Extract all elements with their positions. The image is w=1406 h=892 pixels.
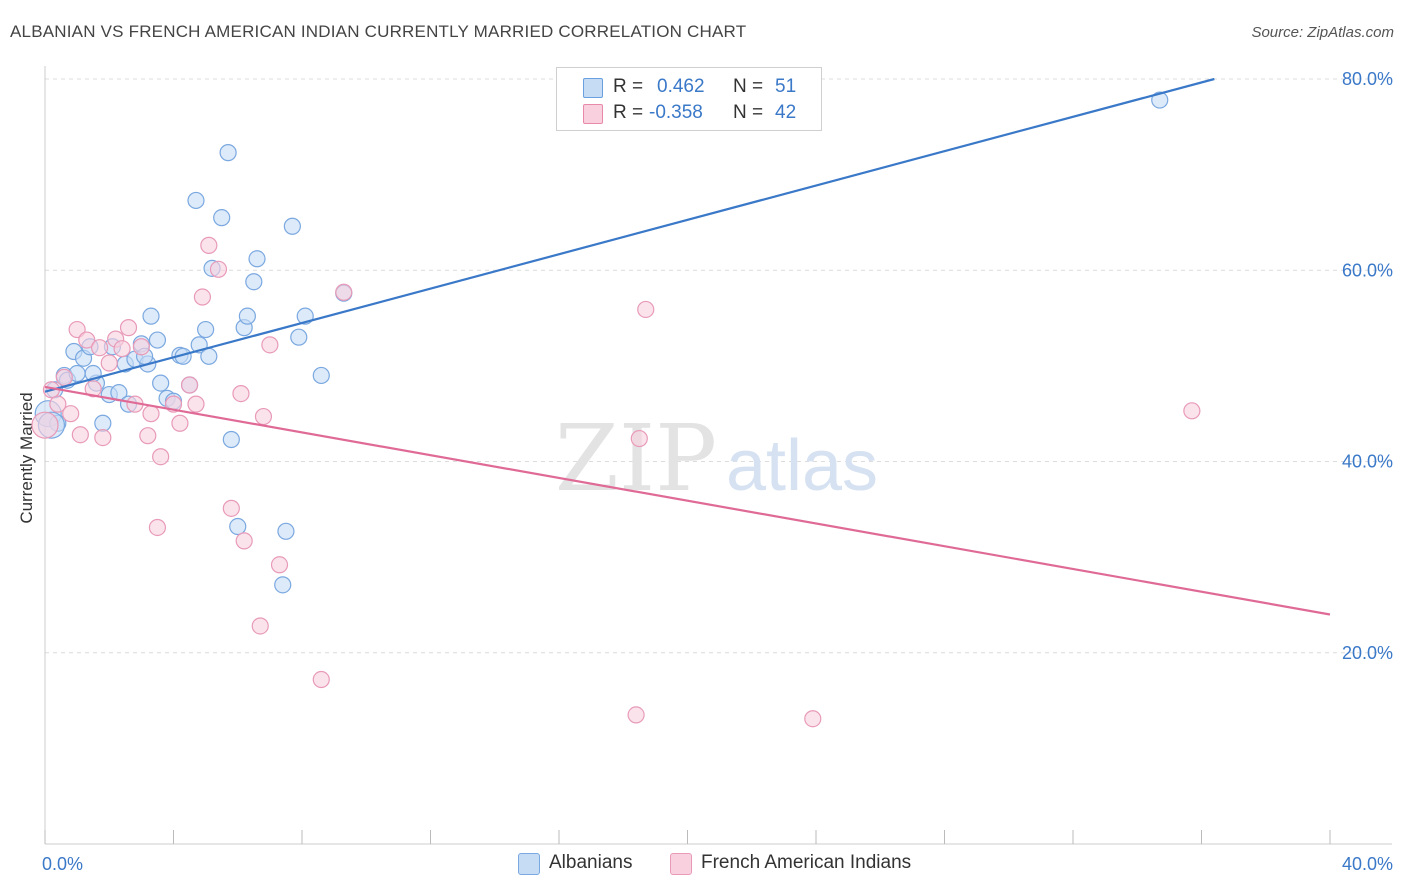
french-american-indians-point [68,320,86,339]
french-american-indians-point [804,710,822,728]
albanians-point [245,273,263,291]
french-american-indians-point [187,395,205,413]
x-tick-label: 40.0% [1342,854,1393,874]
albanians-point [238,307,256,325]
french-american-indians-point [1183,402,1201,420]
bottom-legend-swatch-albanians [518,853,540,875]
albanians-point [197,320,215,339]
y-tick-label: 60.0% [1342,260,1393,280]
french-american-indians-point [270,556,289,574]
y-tick-label: 40.0% [1342,452,1393,472]
bottom-legend-label-french-american-indians: French American Indians [701,852,912,873]
albanians-point [187,191,205,210]
albanians-point [213,209,231,227]
french-american-indians-point [180,376,199,394]
legend-r-label: R = [613,76,644,97]
french-american-indians-point [254,407,273,426]
albanians-point [152,374,170,392]
french-american-indians-point [55,368,73,386]
albanians-point [274,576,292,594]
legend-r-value-french-american-indians: -0.358 [649,102,703,123]
french-american-indians-point [119,319,138,337]
french-american-indians-point [91,339,109,357]
french-american-indians-point [235,532,253,550]
legend-r-label: R = [613,102,644,123]
legend-swatch-french-american-indians [583,104,603,124]
albanians-point [283,217,301,235]
french-american-indians-point [152,448,170,466]
albanians-point [248,250,266,268]
bottom-legend-swatch-french-american-indians [670,853,692,875]
albanians-point [222,430,240,449]
french-american-indians-point [335,283,353,301]
watermark-zip: ZIP [555,405,717,512]
french-american-indians-point [139,427,157,445]
albanians-point [312,366,330,385]
french-american-indians-point [209,260,228,278]
french-american-indians-point [94,428,112,447]
correlation-legend: R = 0.462 N = 51 R = -0.358 N = 42 [556,67,822,131]
legend-n-value-french-american-indians: 42 [775,102,797,123]
albanians-point [277,522,295,540]
french-american-indians-point [148,518,167,537]
french-american-indians-point [200,236,218,254]
legend-n-label: N = [733,102,764,123]
french-american-indians-point [261,336,279,354]
french-american-indians-point [251,617,269,635]
albanians-point [148,331,167,349]
french-american-indians-point [222,499,240,517]
source-label: Source: ZipAtlas.com [1251,24,1394,41]
chart-title: ALBANIAN VS FRENCH AMERICAN INDIAN CURRE… [10,22,747,41]
albanians-point [290,328,308,346]
french-american-indians-point [132,338,150,356]
french-american-indians-point [62,405,80,423]
french-american-indians-point [312,670,330,689]
french-american-indians-point [627,706,645,724]
french-american-indians-point [49,395,67,413]
albanians-point [1151,91,1169,109]
french-american-indians-point [84,380,102,398]
y-tick-label: 80.0% [1342,69,1393,89]
x-tick-label: 0.0% [42,854,83,874]
bottom-legend-label-albanians: Albanians [549,852,633,873]
legend-swatch-albanians [583,78,603,98]
albanians-point [219,144,237,162]
french-american-indians-point [31,411,59,439]
albanians-point [200,347,218,365]
french-american-indians-point [637,300,655,319]
albanians-trendline [44,77,1215,393]
french-american-indians-point [142,405,160,423]
french-american-indians-point [113,340,131,358]
legend-r-value-albanians: 0.462 [657,76,705,97]
french-american-indians-trendline [44,385,1331,616]
french-american-indians-point [78,331,96,349]
french-american-indians-point [193,288,212,306]
legend-n-label: N = [733,76,764,97]
french-american-indians-point [232,385,250,403]
french-american-indians-point [71,426,89,444]
watermark-atlas: atlas [726,426,878,506]
albanians-point [94,414,112,432]
french-american-indians-point [630,429,648,448]
albanians-point [142,307,160,325]
french-american-indians-point [100,354,118,372]
albanians-point [229,517,247,536]
french-american-indians-point [171,414,189,432]
y-tick-label: 20.0% [1342,643,1393,663]
legend-n-value-albanians: 51 [775,76,797,97]
